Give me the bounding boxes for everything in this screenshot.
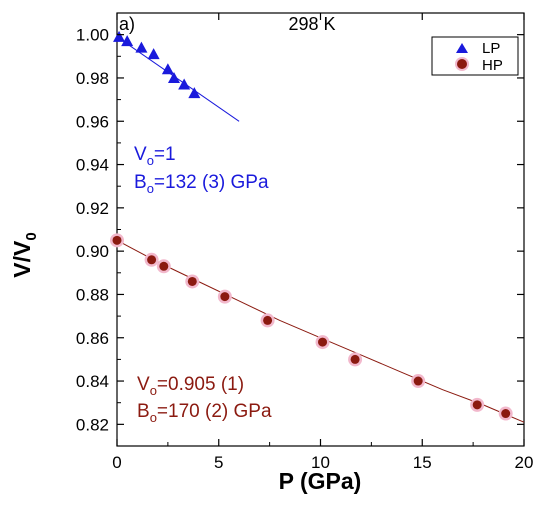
annotation-lp-b0: Bo=132 (3) GPa: [134, 172, 269, 196]
x-tick-label: 20: [515, 453, 534, 472]
y-tick-label: 0.98: [76, 69, 109, 88]
annotation-lp-v0-rest: =1: [154, 144, 176, 165]
fit-line-lp: [116, 36, 240, 122]
data-point-hp: [318, 337, 328, 347]
svg-text:Bo=170 (2) GPa: Bo=170 (2) GPa: [137, 401, 272, 425]
y-tick-label: 0.88: [76, 285, 109, 304]
svg-text:Bo=132 (3) GPa: Bo=132 (3) GPa: [134, 172, 269, 196]
x-tick-label: 10: [311, 453, 330, 472]
data-point-lp: [121, 35, 134, 47]
annotation-hp-b0-sub: o: [150, 410, 157, 425]
annotation-lp-v0-sub: o: [147, 153, 154, 168]
data-point-lp: [188, 87, 201, 99]
legend-label-hp: HP: [482, 57, 503, 74]
legend-marker-hp: [457, 59, 467, 69]
data-point-lp: [167, 71, 180, 83]
data-point-hp: [350, 354, 360, 364]
y-tick-label: 0.90: [76, 242, 109, 261]
x-axis-label: P (GPa): [279, 468, 362, 494]
y-tick-label: 0.92: [76, 199, 109, 218]
annotation-lp-b0-main: B: [134, 172, 147, 193]
data-point-lp: [178, 78, 191, 90]
annotation-hp-b0-main: B: [137, 401, 150, 422]
data-point-lp: [147, 48, 160, 60]
data-point-hp: [220, 292, 230, 302]
data-point-hp: [501, 409, 511, 419]
axis-ticks: 0 5 10 15 20 0.82 0.84 0.86 0.88 0.90 0.92 0.94 0.96…: [76, 13, 534, 472]
data-markers: [110, 30, 513, 421]
annotation-hp-b0-rest: =170 (2) GPa: [157, 401, 272, 422]
y-tick-label: 1.00: [76, 26, 109, 45]
annotation-hp-v0-main: V: [137, 374, 150, 395]
legend-marker-lp: [456, 43, 468, 53]
data-point-hp: [112, 235, 122, 245]
data-point-hp: [413, 376, 423, 386]
annotation-hp-v0-sub: o: [150, 383, 157, 398]
data-point-hp: [147, 255, 157, 265]
y-tick-label: 0.94: [76, 156, 109, 175]
chart-title: 298 K: [288, 14, 335, 34]
annotation-lp-v0-main: V: [134, 144, 147, 165]
data-point-lp: [161, 63, 174, 75]
y-tick-label: 0.82: [76, 415, 109, 434]
legend-label-lp: LP: [482, 40, 500, 57]
svg-text:Vo=0.905 (1): Vo=0.905 (1): [137, 374, 244, 398]
annotation-lp-b0-rest: =132 (3) GPa: [154, 172, 269, 193]
fit-lines: [116, 36, 525, 423]
x-tick-label: 5: [214, 453, 223, 472]
legend-box: [431, 36, 519, 76]
y-tick-label: 0.86: [76, 329, 109, 348]
y-axis-label-sub: 0: [23, 232, 40, 240]
data-point-hp: [263, 315, 273, 325]
annotation-hp-v0: Vo=0.905 (1): [137, 374, 244, 398]
y-axis-label: V/V0: [9, 232, 40, 277]
data-point-hp: [187, 276, 197, 286]
data-point-hp: [472, 400, 482, 410]
y-axis-label-main: V/V: [9, 240, 35, 278]
svg-text:Vo=1: Vo=1: [134, 144, 176, 168]
legend: LP HP: [431, 36, 519, 76]
annotation-hp-v0-rest: =0.905 (1): [157, 374, 244, 395]
annotation-hp-b0: Bo=170 (2) GPa: [137, 401, 272, 425]
y-tick-label: 0.96: [76, 112, 109, 131]
data-point-lp: [135, 41, 148, 53]
annotation-lp-v0: Vo=1: [134, 144, 176, 168]
x-tick-label: 15: [413, 453, 432, 472]
panel-label: a): [119, 14, 135, 34]
y-tick-label: 0.84: [76, 372, 109, 391]
annotation-lp-b0-sub: o: [147, 181, 154, 196]
x-tick-label: 0: [112, 453, 121, 472]
data-point-lp: [113, 30, 126, 42]
data-point-hp: [159, 261, 169, 271]
svg-text:V/V0: V/V0: [9, 232, 40, 277]
